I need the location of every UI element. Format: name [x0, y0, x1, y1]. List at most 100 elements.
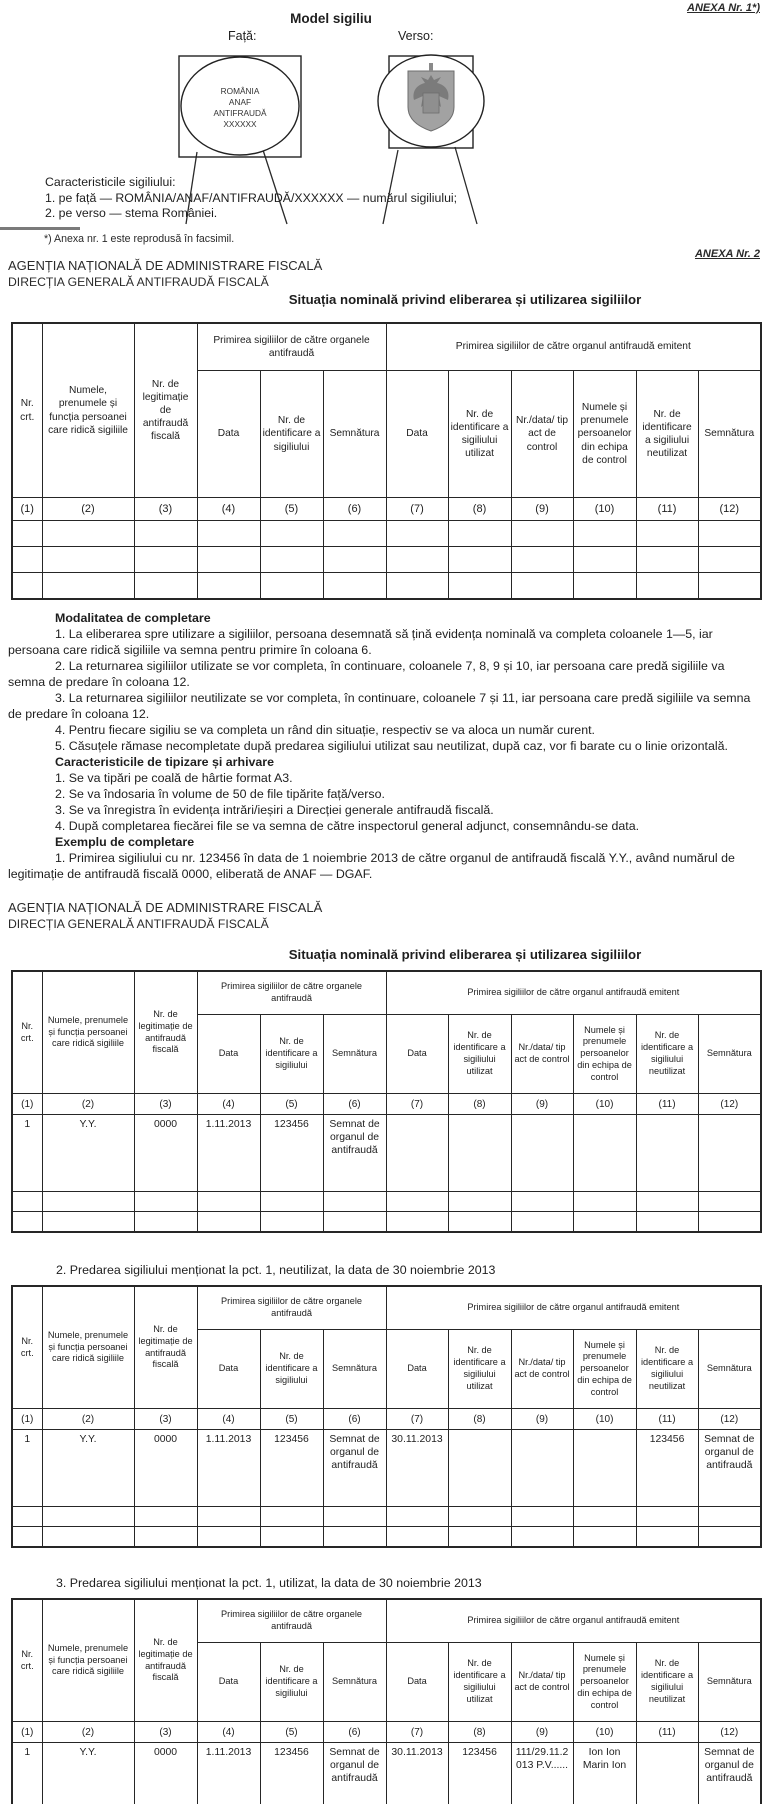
empty-cell — [510, 546, 574, 573]
characteristic-item-1: 1. pe față — ROMÂNIA/ANAF/ANTIFRAUDĂ/XXX… — [45, 190, 458, 205]
column-number-cell: (6) — [322, 497, 387, 521]
empty-cell — [635, 546, 699, 573]
print-item-4: 4. După completarea fiecărei file se va … — [55, 819, 640, 833]
empty-cell — [510, 1191, 574, 1212]
col-header-semnatura1: Semnătura — [322, 370, 387, 498]
column-number-cell: (12) — [697, 1093, 762, 1115]
column-number-cell: (2) — [41, 497, 135, 521]
column-number-cell: (7) — [385, 1721, 449, 1743]
empty-cell — [572, 1526, 637, 1548]
data-cell — [572, 1429, 637, 1507]
empty-cell — [447, 1191, 512, 1212]
empty-cell — [322, 1526, 387, 1548]
data-cell: 1 — [11, 1742, 43, 1804]
data-cell — [447, 1114, 512, 1192]
empty-cell — [510, 1526, 574, 1548]
col-header-nr-data-tip-act: Nr./data/ tip act de control — [510, 1642, 574, 1722]
data-cell: 30.11.2013 — [385, 1429, 449, 1507]
column-numbering-row: (1) (2) (3) (4) (5) (6) (7) (8) (9) (10) (11) (12) — [11, 1408, 762, 1430]
data-cell: 0000 — [133, 1114, 198, 1192]
instructions-section: Modalitatea de completare 1. La eliberar… — [8, 610, 761, 882]
empty-cell — [322, 546, 387, 573]
group-header-emitent: Primirea sigiliilor de către organul ant… — [385, 322, 762, 371]
data-cell: Semnat de organul de antifraudă — [322, 1114, 387, 1192]
data-cell: Y.Y. — [41, 1742, 135, 1804]
empty-cell — [697, 546, 762, 573]
register-title-2: Situația nominală privind eliberarea și … — [288, 947, 642, 962]
col-header-data1: Data — [196, 1329, 261, 1409]
seal-front-label: Față: — [228, 29, 257, 43]
column-number-cell: (9) — [510, 1408, 574, 1430]
empty-cell — [447, 1506, 512, 1527]
empty-cell — [11, 1526, 43, 1548]
column-number-cell: (6) — [322, 1408, 387, 1430]
empty-cell — [259, 572, 324, 600]
empty-cell — [196, 1191, 261, 1212]
seal-front-line2: ANAF — [229, 97, 251, 107]
empty-row — [11, 1506, 762, 1527]
empty-cell — [322, 572, 387, 600]
agency-line2: DIRECȚIA GENERALĂ ANTIFRAUDĂ FISCALĂ — [8, 917, 269, 931]
data-cell — [635, 1114, 699, 1192]
column-number-cell: (5) — [259, 1093, 324, 1115]
column-number-cell: (1) — [11, 497, 43, 521]
col-header-data1: Data — [196, 1014, 261, 1094]
empty-cell — [447, 546, 512, 573]
data-cell — [447, 1429, 512, 1507]
empty-cell — [259, 1526, 324, 1548]
col-header-nume-echipa: Numele și prenumele persoanelor din echi… — [572, 1014, 637, 1094]
empty-cell — [11, 572, 43, 600]
column-number-cell: (4) — [196, 1408, 261, 1430]
col-header-legitimatie: Nr. de legitimație de antifraudă fiscală — [133, 322, 198, 498]
data-cell: 0000 — [133, 1742, 198, 1804]
col-header-nr-identificare: Nr. de identificare a sigiliului — [259, 1014, 324, 1094]
column-number-cell: (1) — [11, 1408, 43, 1430]
example-2-caption: 2. Predarea sigiliului menționat la pct.… — [56, 1263, 496, 1277]
col-header-nr-crt: Nr. crt. — [11, 1598, 43, 1722]
empty-cell — [196, 1506, 261, 1527]
print-heading: Caracteristicile de tipizare și arhivare — [55, 755, 275, 769]
col-header-semnatura2: Semnătura — [697, 1329, 762, 1409]
column-number-cell: (10) — [572, 1721, 637, 1743]
column-number-cell: (12) — [697, 497, 762, 521]
col-header-nume: Numele, prenumele și funcția persoanei c… — [41, 970, 135, 1094]
agency-header-2: AGENȚIA NAȚIONALĂ DE ADMINISTRARE FISCAL… — [8, 900, 769, 932]
empty-cell — [259, 520, 324, 547]
column-number-cell: (4) — [196, 497, 261, 521]
empty-cell — [635, 1191, 699, 1212]
col-header-nume-echipa: Numele și prenumele persoanelor din echi… — [572, 1329, 637, 1409]
empty-cell — [259, 1191, 324, 1212]
completion-heading: Modalitatea de completare — [55, 611, 211, 625]
data-cell: 0000 — [133, 1429, 198, 1507]
empty-row — [11, 1526, 762, 1548]
empty-cell — [41, 1506, 135, 1527]
register-table-example3: Nr. crt. Numele, prenumele și funcția pe… — [11, 1598, 763, 1804]
completion-item-2: 2. La returnarea sigiliilor utilizate se… — [8, 659, 725, 689]
column-number-cell: (11) — [635, 1408, 699, 1430]
column-number-cell: (9) — [510, 497, 574, 521]
empty-cell — [196, 1211, 261, 1233]
empty-cell — [385, 1191, 449, 1212]
data-cell: 123456 — [447, 1742, 512, 1804]
col-header-nume-echipa: Numele și prenumele persoanelor din echi… — [572, 370, 637, 498]
empty-row — [11, 1211, 762, 1233]
column-number-cell: (7) — [385, 1408, 449, 1430]
col-header-semnatura2: Semnătura — [697, 370, 762, 498]
data-cell: Y.Y. — [41, 1114, 135, 1192]
seal-characteristics: Caracteristicile sigiliului: 1. pe față … — [45, 175, 457, 222]
empty-cell — [196, 546, 261, 573]
col-header-nr-id-neutilizat: Nr. de identificare a sigiliului neutili… — [635, 1642, 699, 1722]
col-header-data2: Data — [385, 1329, 449, 1409]
group-header-organe: Primirea sigiliilor de către organele an… — [196, 322, 387, 371]
seal-front-line3: ANTIFRAUDĂ — [213, 108, 266, 118]
seal-front-image: ROMÂNIA ANAF ANTIFRAUDĂ XXXXXX — [178, 55, 302, 158]
column-number-cell: (2) — [41, 1093, 135, 1115]
empty-cell — [697, 520, 762, 547]
col-header-semnatura2: Semnătura — [697, 1014, 762, 1094]
empty-row — [11, 572, 762, 600]
data-cell — [510, 1429, 574, 1507]
page-title: Model sigiliu — [290, 11, 372, 26]
seal-front-line4: XXXXXX — [223, 119, 257, 129]
col-header-nr-identificare: Nr. de identificare a sigiliului — [259, 370, 324, 498]
empty-cell — [41, 520, 135, 547]
